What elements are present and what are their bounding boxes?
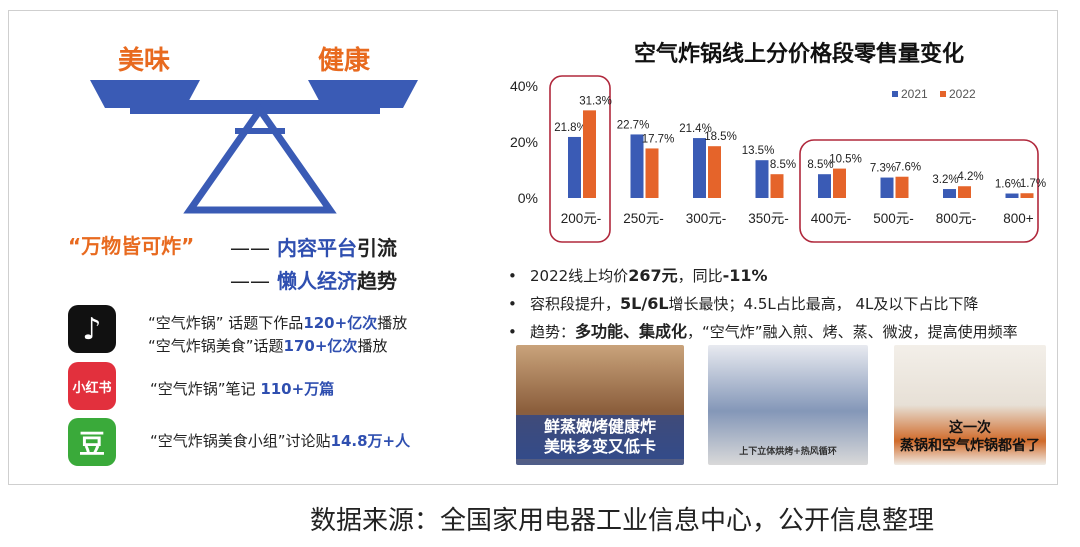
legend-swatch <box>940 91 946 97</box>
bar-2022 <box>645 148 659 198</box>
driver-lazy-economy: —— 懒人经济趋势 <box>230 269 397 293</box>
data-label: 21.4% <box>679 123 712 135</box>
x-tick-label: 250元- <box>623 211 664 226</box>
bar-2021 <box>943 189 956 198</box>
bar-2022 <box>833 168 846 198</box>
legend-label: 2022 <box>949 87 976 101</box>
x-tick-label: 200元- <box>561 211 602 226</box>
data-label: 7.3% <box>870 163 896 175</box>
finding-trend: 趋势：多功能、集成化，“空气炸”融入煎、烤、蒸、微波，提高使用频率 <box>508 318 1058 346</box>
y-tick-label: 0% <box>518 190 538 206</box>
data-label: 4.2% <box>957 171 983 183</box>
data-label: 31.3% <box>579 95 612 107</box>
balance-scale-icon <box>90 80 418 214</box>
data-label: 18.5% <box>704 131 737 143</box>
data-label: 22.7% <box>617 119 650 131</box>
stat-tiktok-1: “空气炸锅” 话题下作品120+亿次播放 <box>148 314 408 332</box>
y-tick-label: 20% <box>510 134 538 150</box>
finding-capacity: 容积段提升，5L/6L增长最快；4.5L占比最高， 4L及以下占比下降 <box>508 290 1058 318</box>
x-tick-label: 800元- <box>936 211 977 226</box>
x-tick-label: 300元- <box>686 211 727 226</box>
data-label: 1.6% <box>995 179 1021 191</box>
data-label: 13.5% <box>742 145 775 157</box>
bar-2021 <box>693 138 706 198</box>
x-tick-label: 400元- <box>811 211 852 226</box>
bar-2022 <box>1020 193 1034 198</box>
xiaohongshu-icon: 小红书 <box>68 362 116 410</box>
data-label: 8.5% <box>770 159 796 171</box>
stat-tiktok-2: “空气炸锅美食”话题170+亿次播放 <box>148 337 388 355</box>
data-label: 7.6% <box>895 162 921 174</box>
bar-2021 <box>1005 193 1019 198</box>
stat-douban: “空气炸锅美食小组”讨论贴14.8万+人 <box>150 432 411 450</box>
keyword-taste: 美味 <box>118 46 171 76</box>
product-photo-air-oven: 上下立体烘烤+热风循环 <box>708 345 868 465</box>
legend-swatch <box>892 91 898 97</box>
data-label: 3.2% <box>932 174 958 186</box>
x-tick-label: 350元- <box>748 211 789 226</box>
price-segment-bar-chart: 40% 20% 0% 21.8% 31.3% 200元- 22.7% 17.7% 250元- 21… <box>510 75 1046 243</box>
chart-title: 空气炸锅线上分价格段零售量变化 <box>634 42 965 67</box>
data-label: 1.7% <box>1020 178 1046 190</box>
legend-label: 2021 <box>901 87 928 101</box>
bar-2021 <box>755 160 769 198</box>
douban-icon: 豆 <box>68 418 116 466</box>
bar-2021 <box>818 174 831 198</box>
photo-caption: 这一次 蒸锅和空气炸锅都省了 <box>900 420 1040 454</box>
highlight-box <box>799 139 1039 243</box>
slogan: “万物皆可炸” <box>68 234 195 258</box>
highlight-box <box>549 75 611 243</box>
tiktok-icon: ♪ <box>68 305 116 353</box>
finding-average-price: 2022线上均价267元，同比-11% <box>508 262 1058 290</box>
bar-2022 <box>770 174 784 198</box>
bar-2021 <box>568 136 581 198</box>
bar-2022 <box>958 186 971 198</box>
bar-2021 <box>630 134 644 198</box>
photo-caption: 鲜蒸嫩烤健康炸 美味多变又低卡 <box>516 415 684 459</box>
x-tick-label: 800+ <box>1003 211 1034 226</box>
product-photo-steamer-fryer: 这一次 蒸锅和空气炸锅都省了 <box>894 345 1046 465</box>
data-label: 17.7% <box>642 133 675 145</box>
driver-content-platform: —— 内容平台引流 <box>230 236 397 260</box>
photo-caption: 上下立体烘烤+热风循环 <box>739 447 837 457</box>
data-label: 8.5% <box>807 159 833 171</box>
key-findings: 2022线上均价267元，同比-11% 容积段提升，5L/6L增长最快；4.5L… <box>508 262 1058 346</box>
bar-2022 <box>583 110 596 198</box>
bar-2021 <box>880 177 894 198</box>
stat-xiaohongshu: “空气炸锅”笔记 110+万篇 <box>150 380 335 398</box>
data-label: 10.5% <box>829 154 862 166</box>
x-tick-label: 500元- <box>873 211 914 226</box>
bar-2022 <box>708 146 721 198</box>
bar-2022 <box>895 176 909 198</box>
product-photo-steam-oven: 鲜蒸嫩烤健康炸 美味多变又低卡 <box>516 345 684 465</box>
keyword-health: 健康 <box>318 46 371 76</box>
y-tick-label: 40% <box>510 78 538 94</box>
data-label: 21.8% <box>554 122 587 134</box>
data-source: 数据来源：全国家用电器工业信息中心，公开信息整理 <box>310 506 935 536</box>
